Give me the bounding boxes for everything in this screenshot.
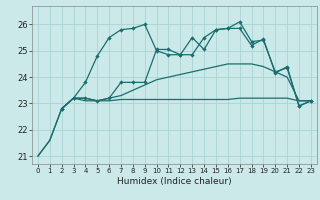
X-axis label: Humidex (Indice chaleur): Humidex (Indice chaleur) <box>117 177 232 186</box>
